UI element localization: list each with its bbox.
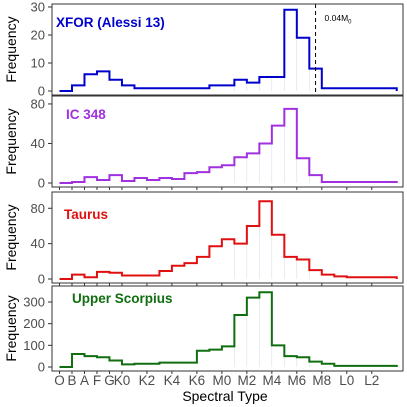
x-tick-label: K2 [139, 373, 156, 388]
panel-upper-scorpius: 0 100 200 300 Frequency Upper Scorpius [3, 285, 404, 375]
x-tick-label: G [104, 373, 115, 388]
panel-taurus: 0 40 80 Frequency Taurus [3, 191, 404, 287]
x-tick-label: K6 [189, 373, 206, 388]
y-tick-label: 100 [23, 338, 45, 353]
panel-background [52, 192, 403, 283]
y-tick-label: 20 [31, 28, 45, 43]
x-tick-label: F [93, 373, 101, 388]
x-axis-title: Spectral Type [182, 388, 268, 404]
x-tick-label: L0 [339, 373, 354, 388]
panel-ic-348: 0 40 80 Frequency IC 348 [3, 95, 404, 191]
y-tick-label: 30 [31, 0, 45, 15]
panel-label-upper-scorpius: Upper Scorpius [72, 291, 173, 306]
y-tick-label: 0 [38, 176, 45, 191]
histogram-xfor-alessi-13 [59, 8, 398, 92]
y-tick-label: 80 [31, 96, 45, 111]
mass-limit-label-main: 0.04M [325, 13, 349, 23]
mass-limit-label-subscript: 0 [348, 20, 352, 26]
y-tick-label: 40 [31, 136, 45, 151]
x-tick-label: B [67, 373, 76, 388]
y-tick-label: 0 [38, 84, 45, 99]
x-tick-label: A [80, 373, 89, 388]
y-axis-title: Frequency [3, 16, 19, 82]
histogram-taurus [59, 200, 398, 280]
y-tick-label: 0 [38, 360, 45, 375]
x-tick-label: M8 [312, 373, 331, 388]
y-axis-title: Frequency [3, 295, 19, 361]
x-tick-label: M6 [287, 373, 306, 388]
x-tick-label: M4 [262, 373, 281, 388]
y-tick-label: 40 [31, 236, 45, 251]
panel-frame [51, 3, 404, 96]
panel-label-taurus: Taurus [64, 207, 108, 222]
histogram-ic-348 [59, 107, 398, 184]
y-tick-label: 10 [31, 56, 45, 71]
panel-frame [51, 285, 404, 372]
mass-limit-label: 0.04M0 [325, 13, 353, 26]
panel-label-xfor-alessi-13: XFOR (Alessi 13) [56, 15, 165, 30]
panel-frame [51, 95, 404, 188]
panel-label-ic-348: IC 348 [66, 107, 106, 122]
y-axis-title: Frequency [3, 108, 19, 174]
x-tick-label: M0 [212, 373, 231, 388]
x-tick-label: O [54, 373, 65, 388]
panel-background [52, 286, 403, 371]
y-axis-title: Frequency [3, 204, 19, 270]
x-tick-label: M2 [237, 373, 256, 388]
x-tick-label: K0 [114, 373, 131, 388]
y-tick-label: 300 [23, 295, 45, 310]
y-tick-label: 200 [23, 316, 45, 331]
y-tick-label: 80 [31, 201, 45, 216]
panel-frame [51, 191, 404, 284]
panel-background [52, 96, 403, 187]
x-tick-label: K4 [164, 373, 181, 388]
histogram-upper-scorpius [59, 291, 398, 368]
x-tick-label: L2 [364, 373, 379, 388]
y-tick-label: 0 [38, 272, 45, 287]
